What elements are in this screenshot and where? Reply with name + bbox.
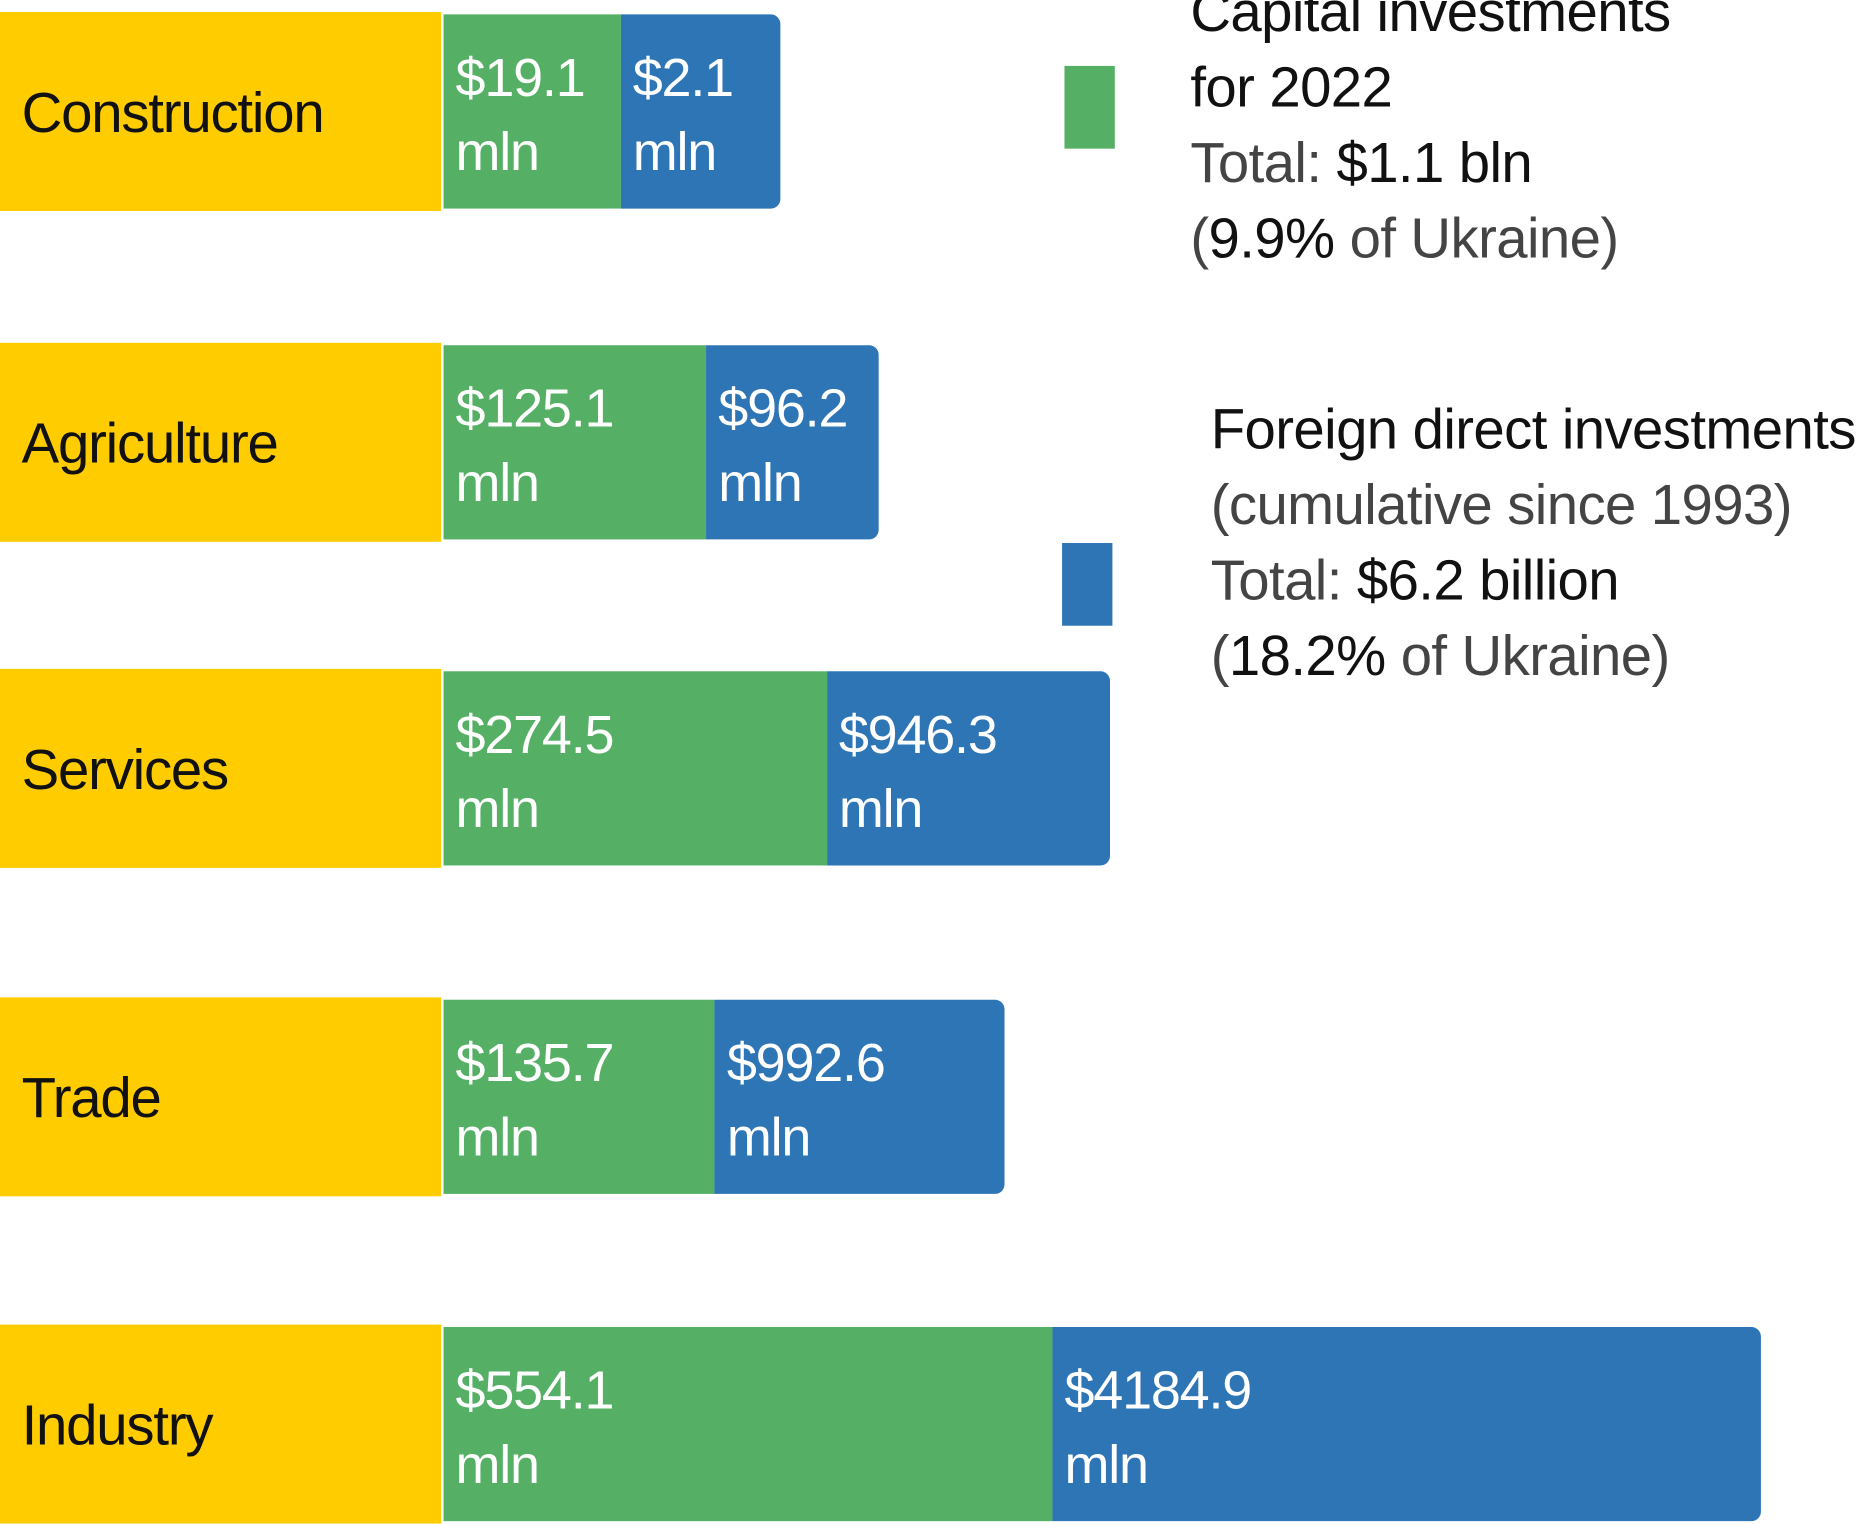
bar: $554.1 mln bbox=[443, 1326, 1053, 1522]
value-label: $4184.9 mln bbox=[1064, 1359, 1252, 1495]
bar: $135.7 mln bbox=[443, 999, 715, 1194]
value-label: $125.1 mln bbox=[455, 377, 615, 514]
value-label: $135.7 mln bbox=[455, 1032, 615, 1168]
legend-note: (cumulative since 1993) bbox=[1210, 472, 1793, 536]
value-label: $19.1 mln bbox=[455, 46, 586, 183]
category-label: Trade bbox=[0, 997, 442, 1197]
bar: $2.1 mln bbox=[620, 14, 781, 209]
legend-share: ( bbox=[1210, 623, 1230, 687]
legend-total: $1.1 bln bbox=[1336, 130, 1533, 195]
legend-total: $6.2 billion bbox=[1356, 547, 1620, 612]
legend-swatch bbox=[1064, 65, 1115, 149]
bar: $125.1 mln bbox=[443, 345, 707, 540]
legend-share: 9.9% bbox=[1208, 206, 1335, 270]
legend-share: of Ukraine) bbox=[1334, 206, 1620, 270]
legend-share: of Ukraine) bbox=[1385, 623, 1671, 687]
bar: $4184.9 mln bbox=[1052, 1326, 1761, 1522]
legend-entry: Foreign direct investments (cumulative s… bbox=[1210, 391, 1857, 693]
bar: $19.1 mln bbox=[443, 14, 621, 209]
legend-swatch bbox=[1062, 543, 1113, 626]
bar: $96.2 mln bbox=[706, 345, 879, 540]
bar: $274.5 mln bbox=[443, 671, 827, 866]
value-label: $992.6 mln bbox=[726, 1032, 886, 1168]
legend-share: 18.2% bbox=[1228, 623, 1386, 687]
bar: $946.3 mln bbox=[826, 671, 1111, 866]
legend-total-label: Total: bbox=[1210, 547, 1343, 612]
value-label: $2.1 mln bbox=[632, 46, 734, 183]
category-label: Agriculture bbox=[0, 342, 442, 542]
category-label: Industry bbox=[0, 1324, 442, 1524]
bar: $992.6 mln bbox=[714, 999, 1005, 1194]
legend-total-label: Total: bbox=[1190, 130, 1322, 195]
legend-label: Foreign direct investments bbox=[1210, 396, 1857, 461]
value-label: $946.3 mln bbox=[838, 703, 998, 840]
category-label: Services bbox=[0, 668, 442, 868]
legend-share: ( bbox=[1190, 206, 1209, 270]
category-label: Construction bbox=[0, 11, 442, 211]
legend-label: Capital investments for 2022 bbox=[1190, 0, 1671, 119]
value-label: $96.2 mln bbox=[718, 377, 848, 514]
value-label: $274.5 mln bbox=[455, 703, 615, 840]
legend-entry: Capital investments for 2022 Total: $1.1… bbox=[1190, 0, 1693, 276]
value-label: $554.1 mln bbox=[455, 1359, 615, 1495]
